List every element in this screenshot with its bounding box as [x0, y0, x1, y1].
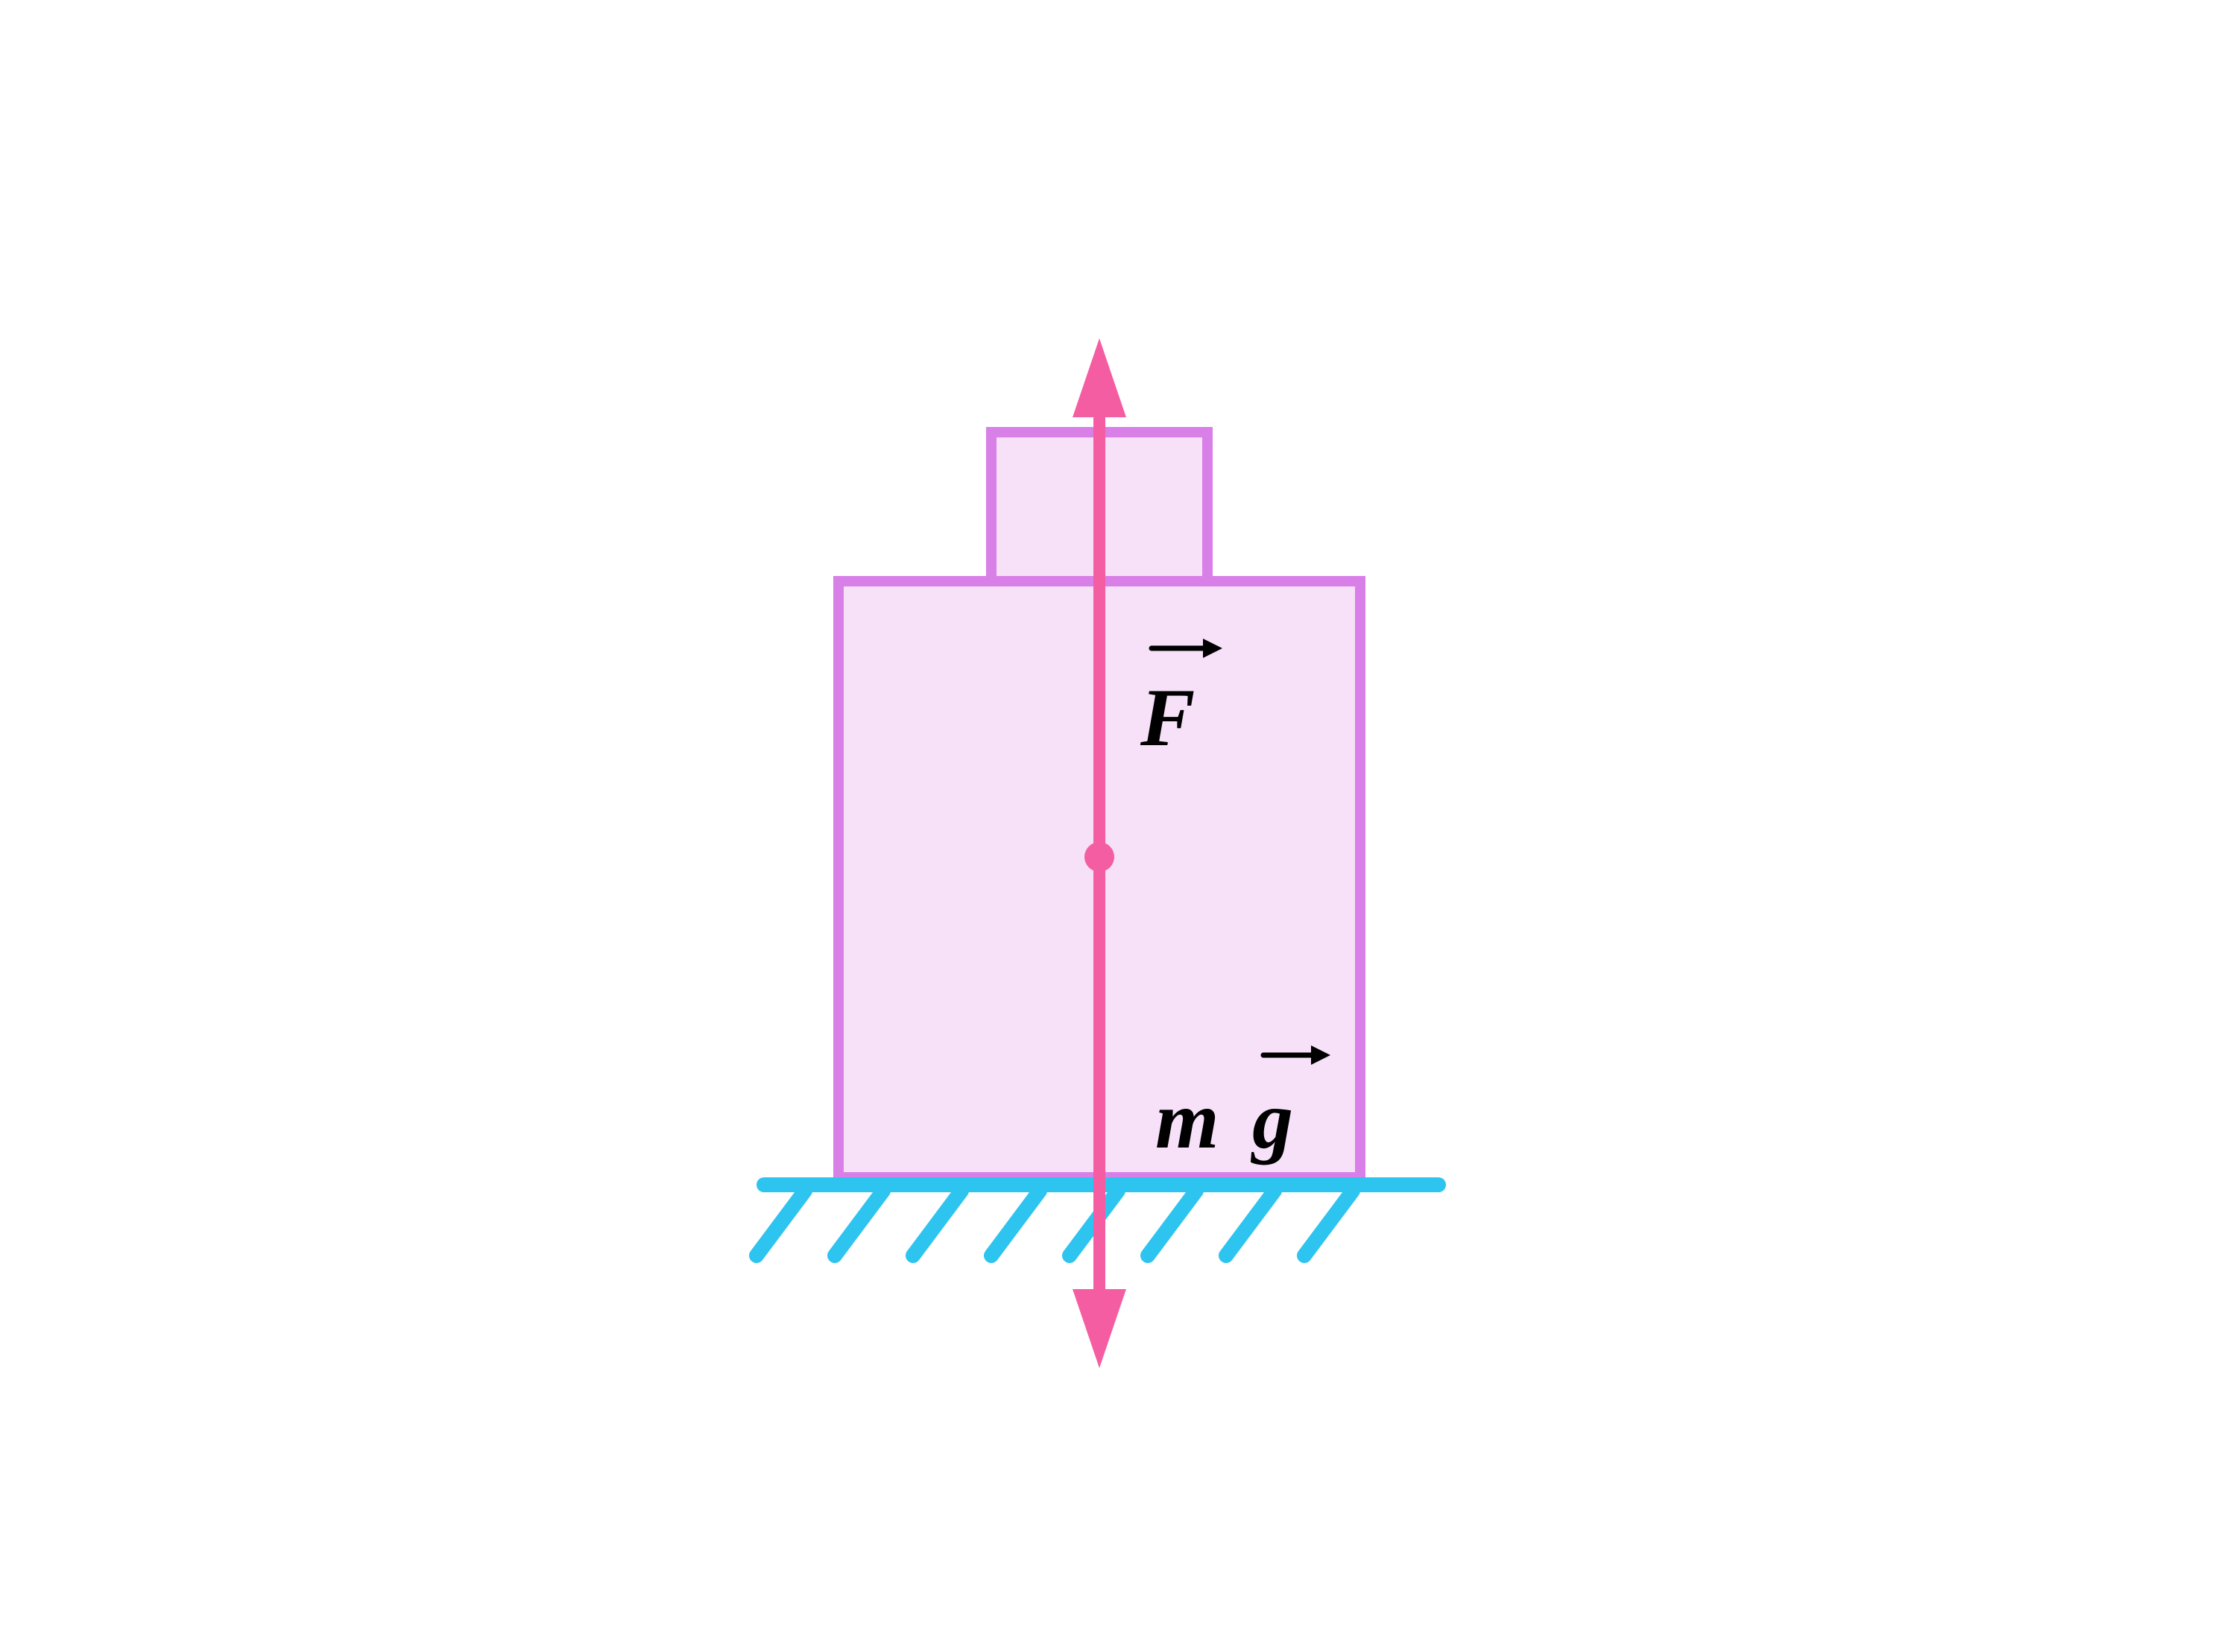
physics-diagram [0, 0, 2236, 1652]
weight-m-text: m [1155, 1075, 1219, 1165]
weight-m-label: m [1155, 1073, 1219, 1168]
weight-g-label: g [1252, 1073, 1293, 1168]
diagram-canvas: F m g [0, 0, 2236, 1652]
weight-g-text: g [1252, 1075, 1293, 1165]
force-f-label: F [1140, 671, 1195, 765]
force-f-text: F [1140, 672, 1195, 763]
